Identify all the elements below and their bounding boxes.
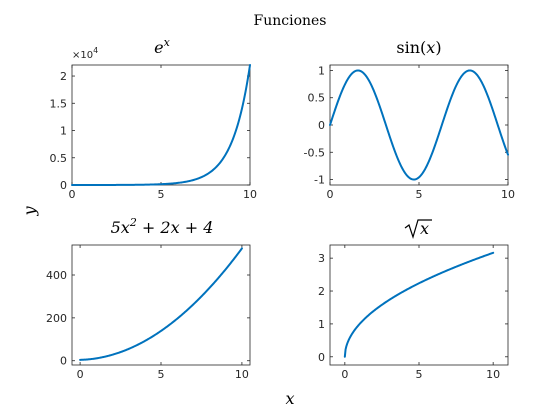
subplot-quadratic: 5x2 + 2x + 4 0 5 10 0 200 400 — [46, 216, 251, 381]
subplot-exp-plot: 0 5 10 0 0.5 1 1.5 2 — [50, 64, 257, 201]
subplot-sqrt: x 0 5 10 0 1 2 3 — [318, 219, 509, 381]
subplot-sqrt-plot-series-line — [343, 251, 495, 358]
subplot-sqrt-plot-axes-box — [329, 244, 509, 366]
subplot-quadratic-plot-ytick-label: 0 — [60, 355, 67, 368]
subplot-sqrt-plot-xtick-label: 5 — [416, 368, 423, 381]
subplot-sin-plot-ytick-label: 1 — [318, 64, 325, 77]
subplot-quadratic-plot: 0 5 10 0 200 400 — [46, 244, 251, 381]
subplot-sin-plot-ytick-label: -0.5 — [304, 146, 325, 159]
subplot-exp-plot-ytick-label: 1.5 — [50, 97, 68, 110]
subplot-sqrt-plot-xtick-label: 10 — [486, 368, 500, 381]
subplot-sin: sin(x) 0 5 10 -1 -0.5 0 0.5 1 — [304, 38, 515, 201]
exp-title-power: x — [164, 36, 171, 49]
subplot-exp-plot-xtick-label: 5 — [158, 188, 165, 201]
subplot-sqrt-plot-ytick-label: 3 — [318, 252, 325, 265]
subplot-sqrt-title: x — [404, 219, 432, 240]
subplot-exp-plot-axes-box — [71, 64, 251, 186]
sin-title-arg: x — [426, 38, 435, 57]
figure-title: Funciones — [254, 13, 327, 29]
figure-xlabel: x — [285, 389, 294, 408]
subplot-sqrt-plot-ytick-label: 0 — [318, 351, 325, 364]
radical-sign — [404, 219, 432, 240]
subplot-quadratic-plot-ytick-label: 400 — [46, 269, 67, 282]
subplot-quadratic-plot-series-line — [79, 247, 243, 361]
subplot-sin-plot-xtick-label: 5 — [416, 188, 423, 201]
subplot-sin-plot-ytick-label: 0.5 — [308, 92, 326, 105]
subplot-exp-plot-ytick-label: 1 — [60, 125, 67, 138]
subplot-exp-plot-xtick-label: 10 — [243, 188, 257, 201]
subplot-sin-plot-xtick-label: 0 — [327, 188, 334, 201]
subplot-sin-plot-ytick-label: 0 — [318, 119, 325, 132]
quad-title-rest: + 2x + 4 — [137, 218, 214, 237]
sqrt-title-arg: x — [420, 219, 429, 238]
quad-title-term1: 5x — [111, 218, 130, 237]
subplot-exp-plot-series-line — [71, 64, 251, 186]
subplot-quadratic-plot-xtick-label: 10 — [235, 368, 249, 381]
subplot-exp-title: ex — [154, 36, 170, 57]
exp-title-base: e — [154, 38, 163, 57]
subplot-exp-plot-ytick-label: 0 — [60, 179, 67, 192]
figure-ylabel: y — [20, 206, 39, 217]
subplot-sqrt-plot: 0 5 10 0 1 2 3 — [318, 244, 509, 381]
subplot-sqrt-plot-xtick-label: 0 — [341, 368, 348, 381]
exp-multiplier-power: 4 — [93, 46, 98, 55]
subplot-quadratic-plot-ytick-label: 200 — [46, 312, 67, 325]
sin-title-fn: sin( — [396, 38, 426, 57]
subplot-quadratic-title: 5x2 + 2x + 4 — [111, 216, 214, 237]
subplot-sqrt-plot-ytick-label: 2 — [318, 285, 325, 298]
subplot-sin-plot: 0 5 10 -1 -0.5 0 0.5 1 — [304, 64, 515, 201]
quad-title-power: 2 — [129, 216, 137, 229]
subplot-sin-plot-xtick-label: 10 — [501, 188, 515, 201]
subplot-sin-title: sin(x) — [396, 38, 441, 57]
subplot-exp: ex ×104 0 5 10 0 0.5 1 1.5 2 — [50, 36, 258, 201]
exp-axis-multiplier: ×104 — [72, 46, 98, 61]
subplot-quadratic-plot-axes-box — [71, 244, 251, 366]
sin-title-close: ) — [435, 38, 441, 57]
subplot-quadratic-plot-xtick-label: 5 — [158, 368, 165, 381]
subplot-quadratic-plot-xtick-label: 0 — [77, 368, 84, 381]
exp-multiplier-base: ×10 — [72, 50, 93, 61]
subplot-sin-plot-series-line — [329, 69, 509, 181]
subplot-sin-plot-ytick-label: -1 — [314, 174, 325, 187]
subplot-exp-plot-ytick-label: 2 — [60, 70, 67, 83]
subplot-exp-plot-xtick-label: 0 — [69, 188, 76, 201]
subplot-exp-plot-ytick-label: 0.5 — [50, 152, 68, 165]
subplot-sqrt-plot-ytick-label: 1 — [318, 318, 325, 331]
